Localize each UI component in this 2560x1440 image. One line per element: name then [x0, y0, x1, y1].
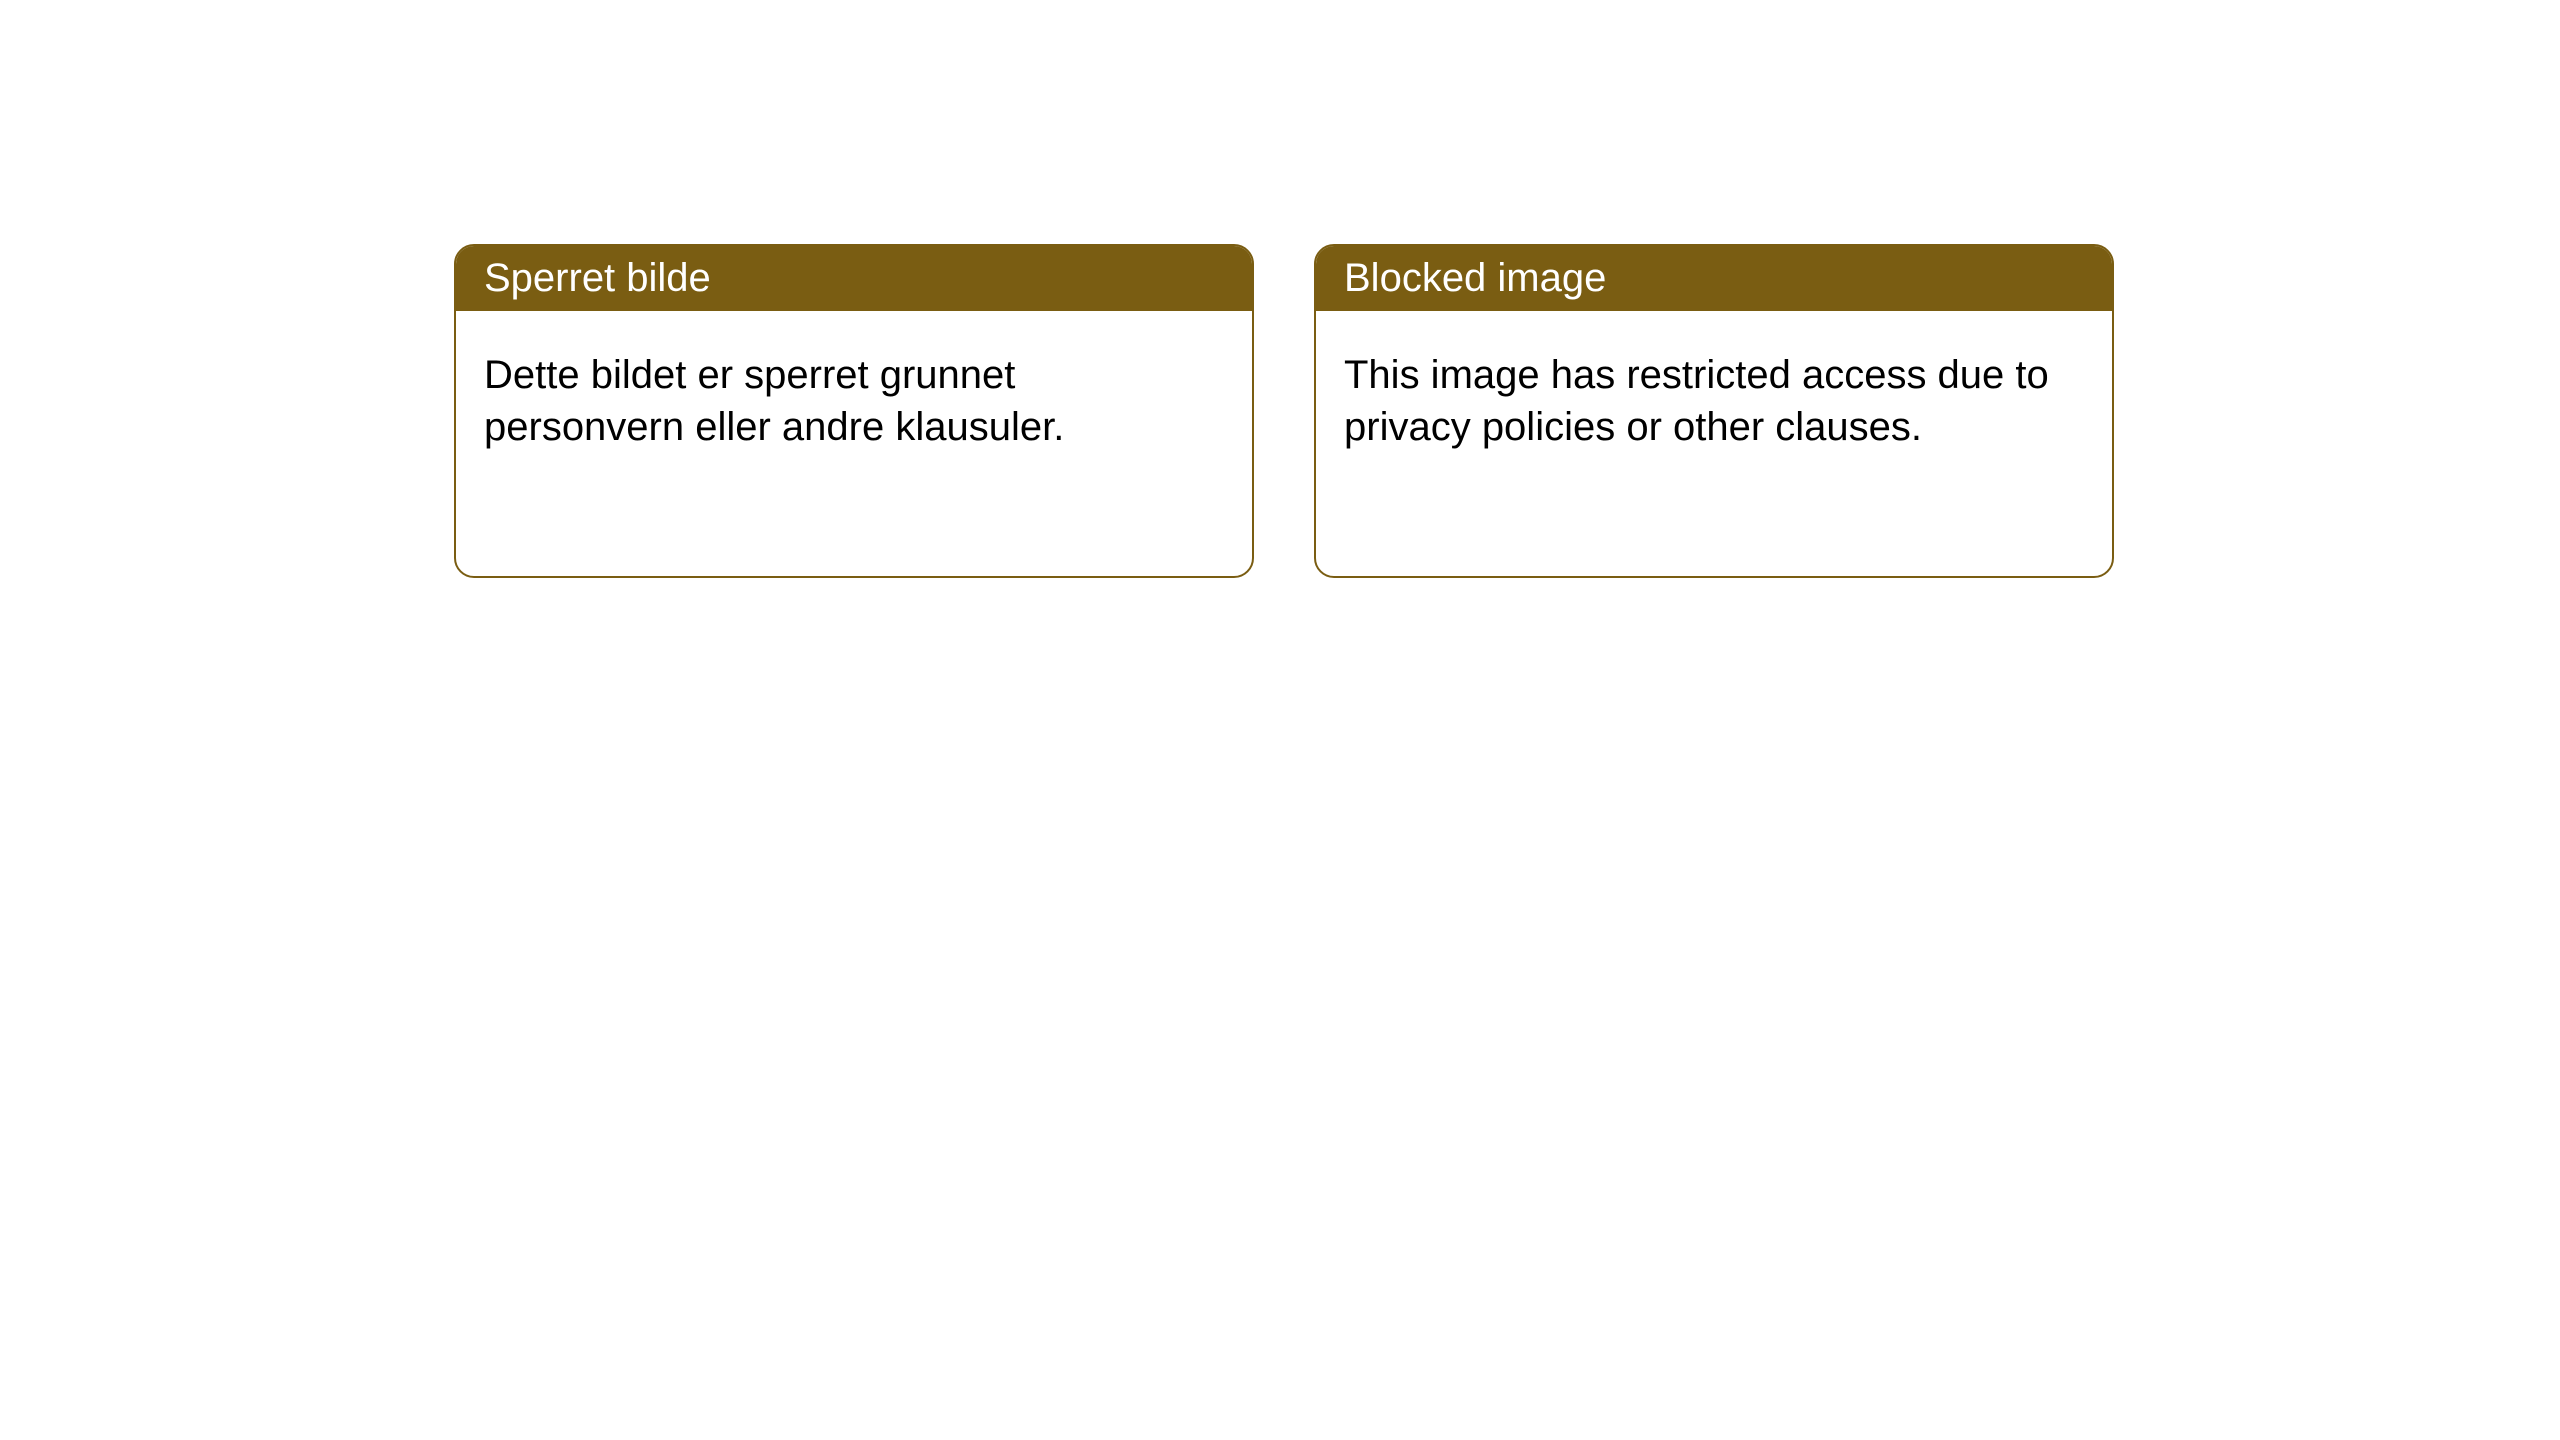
card-body: This image has restricted access due to … — [1316, 311, 2112, 491]
blocked-image-card-no: Sperret bilde Dette bildet er sperret gr… — [454, 244, 1254, 578]
card-text: Dette bildet er sperret grunnet personve… — [484, 353, 1064, 449]
card-body: Dette bildet er sperret grunnet personve… — [456, 311, 1252, 491]
cards-container: Sperret bilde Dette bildet er sperret gr… — [0, 0, 2560, 578]
card-title: Blocked image — [1344, 256, 1606, 300]
card-title: Sperret bilde — [484, 256, 711, 300]
blocked-image-card-en: Blocked image This image has restricted … — [1314, 244, 2114, 578]
card-header: Sperret bilde — [456, 246, 1252, 311]
card-text: This image has restricted access due to … — [1344, 353, 2049, 449]
card-header: Blocked image — [1316, 246, 2112, 311]
